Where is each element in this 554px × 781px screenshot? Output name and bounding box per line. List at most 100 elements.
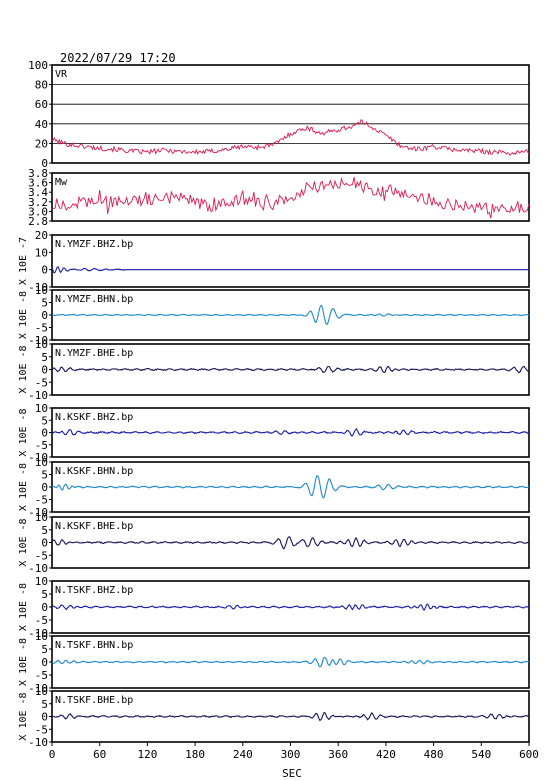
figure-title: 2022/07/29 17:20 [60,51,176,65]
y-tick-label: 5 [41,698,48,711]
scale-label: X 10E -8 [18,408,29,456]
panel-label: N.KSKF.BHE.bp [55,521,133,532]
y-tick-label: 5 [41,414,48,427]
scale-label: X 10E -8 [18,345,29,393]
x-tick-label: 120 [137,748,157,761]
panel-label: N.YMZF.BHZ.bp [55,239,133,250]
y-tick-label: 5 [41,643,48,656]
y-tick-label: 80 [35,79,48,92]
panel-frame-1 [51,172,530,222]
y-tick-label: -5 [35,494,48,507]
y-tick-label: 0 [41,157,48,170]
panel-label: N.TSKF.BHN.bp [55,640,133,651]
y-tick-label: -5 [35,549,48,562]
y-tick-label: -5 [35,439,48,452]
y-tick-label: 10 [35,402,48,415]
y-tick-label: 0 [41,364,48,377]
panel-frame-2 [51,234,530,288]
y-tick-label: 5 [41,469,48,482]
x-tick-label: 360 [328,748,348,761]
x-axis-label: SEC [282,767,302,780]
scale-label: X 10E -8 [18,291,29,339]
x-tick-label: 180 [185,748,205,761]
y-tick-label: 20 [35,137,48,150]
y-tick-label: 0 [41,656,48,669]
y-tick-label: 5 [41,351,48,364]
x-tick-label: 60 [93,748,106,761]
y-tick-label: 10 [35,575,48,588]
series-line [51,365,530,374]
panel-label: Mw [55,177,68,188]
y-tick-label: 10 [35,284,48,297]
y-tick-label: 20 [35,229,48,242]
y-tick-label: -5 [35,376,48,389]
panel-label: N.KSKF.BHZ.bp [55,412,133,423]
x-tick-label: 300 [281,748,301,761]
x-tick-label: 240 [233,748,253,761]
series-line [51,536,530,550]
panel-label: N.TSKF.BHE.bp [55,695,133,706]
y-tick-label: -10 [28,334,48,347]
y-tick-label: 0 [41,537,48,550]
scale-label: X 10E -8 [18,638,29,686]
y-tick-label: -10 [28,451,48,464]
y-tick-label: 3.4 [28,186,48,199]
y-tick-label: 2.8 [28,215,48,228]
series-line [51,475,530,499]
y-tick-label: -5 [35,723,48,736]
y-tick-label: 10 [35,246,48,259]
y-tick-label: 0 [41,309,48,322]
y-tick-label: 3.6 [28,177,48,190]
x-tick-label: 600 [519,748,539,761]
y-tick-label: 10 [35,630,48,643]
y-tick-label: 0 [41,481,48,494]
y-tick-label: 10 [35,511,48,524]
y-tick-label: -10 [28,562,48,575]
y-tick-label: -10 [28,627,48,640]
y-tick-label: 5 [41,524,48,537]
scale-label: X 10E -8 [18,583,29,631]
y-tick-label: -5 [35,322,48,335]
panel-label: N.YMZF.BHN.bp [55,294,133,305]
series-line [51,656,530,668]
series-line [52,603,530,612]
y-tick-label: 0 [41,601,48,614]
x-tick-label: 540 [471,748,491,761]
y-tick-label: 10 [35,456,48,469]
y-tick-label: -10 [28,736,48,749]
scale-label: X 10E -8 [18,463,29,511]
y-tick-label: 0 [41,711,48,724]
y-tick-label: -5 [35,614,48,627]
y-tick-label: 0 [41,427,48,440]
scale-label: X 10E -7 [18,237,29,285]
y-tick-label: 5 [41,588,48,601]
y-tick-label: 40 [35,118,48,131]
scale-label: X 10E -8 [18,518,29,566]
y-tick-label: 5 [41,297,48,310]
panel-label: VR [55,69,68,80]
series-line [51,177,530,219]
series-line [51,304,530,326]
y-tick-label: -10 [28,389,48,402]
x-tick-label: 0 [49,748,56,761]
panel-label: N.YMZF.BHE.bp [55,348,133,359]
y-tick-label: 100 [28,59,48,72]
y-tick-label: -10 [28,281,48,294]
panel-label: N.TSKF.BHZ.bp [55,585,133,596]
y-tick-label: -10 [28,682,48,695]
scale-label: X 10E -8 [18,692,29,740]
y-tick-label: 3.2 [28,196,48,209]
series-line [51,119,530,156]
panel-frame-0 [51,64,530,164]
y-tick-label: -10 [28,506,48,519]
series-line [51,711,530,722]
series-line [51,266,529,274]
y-tick-label: 3.0 [28,205,48,218]
y-tick-label: 10 [35,685,48,698]
x-tick-label: 480 [424,748,444,761]
y-tick-label: 3.8 [28,167,48,180]
y-tick-label: 0 [41,264,48,277]
y-tick-label: -5 [35,669,48,682]
y-tick-label: 60 [35,98,48,111]
